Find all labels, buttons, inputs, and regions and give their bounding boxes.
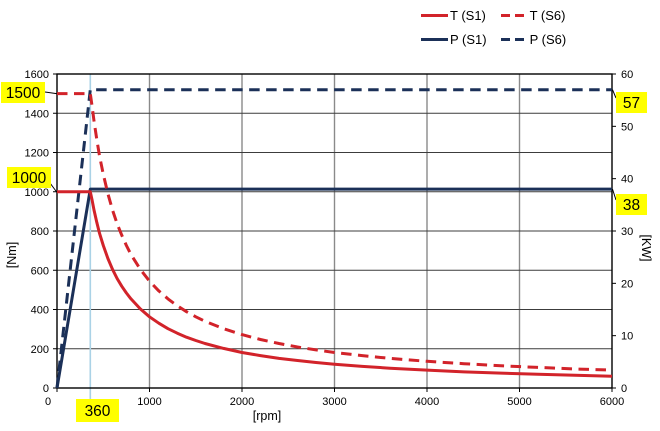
y-left-tick-label: 1600 [25,69,49,81]
legend-line-sample [500,14,528,17]
y-right-tick-label: 60 [621,69,633,81]
annotation-highlight-360 [76,399,119,422]
y-right-tick-label: 40 [621,174,633,186]
series-p-s6 [55,88,612,389]
x-tick-label: 6000 [600,396,624,408]
legend-label: P (S1) [450,32,487,47]
y-left-tick-label: 0 [43,383,49,395]
legend-label: T (S6) [529,8,566,23]
x-tick-label: 0 [45,396,51,408]
x-tick-label: 4000 [415,396,439,408]
legend-label: P (S6) [529,32,567,47]
annotation-label-38: 38 [623,197,640,214]
x-tick-label: 5000 [507,396,531,408]
legend-label: T (S1) [450,8,486,23]
y-left-tick-label: 1000 [25,187,49,199]
annotation-label-57: 57 [623,95,640,112]
annotation-connector-1000 [49,182,57,193]
y-right-tick-label: 30 [621,226,633,238]
x-tick-label: 1000 [137,396,161,408]
y-right-tick-label: 10 [621,331,633,343]
legend-item-p-s6: P (S6) [500,32,567,47]
annotation-highlight-1500 [1,82,45,103]
annotation-highlight-57 [616,92,647,113]
y-left-tick-label: 1400 [25,108,49,120]
annotation-label-1000: 1000 [12,170,47,187]
annotation-highlight-1000 [7,167,51,188]
x-tick-label: 2000 [230,396,254,408]
annotation-connector-1500 [44,91,57,95]
annotation-label-1500: 1500 [6,85,41,102]
y-right-tick-label: 20 [621,278,633,290]
y-left-tick-label: 1200 [25,148,49,160]
y-right-tick-label: 0 [621,383,627,395]
y-right-tick-label: 50 [621,121,633,133]
y-left-tick-label: 600 [31,265,49,277]
legend: T (S1) T (S6) P (S1) P (S6) [421,8,566,47]
x-tick-label: 3000 [322,396,346,408]
legend-item-p-s1: P (S1) [421,32,487,47]
legend-line-sample [421,14,448,17]
annotation-connector-57 [612,89,617,99]
annotation-label-360: 360 [85,403,111,420]
y-left-tick-label: 200 [31,344,49,356]
series-t-s1 [57,190,613,378]
y-left-tick-label: 400 [31,305,49,317]
annotation-connector-38 [612,188,617,201]
legend-item-t-s6: T (S6) [500,8,567,23]
y-left-tick-label: 800 [31,226,49,238]
x-axis-title: [rpm] [252,409,282,423]
legend-item-t-s1: T (S1) [421,8,487,23]
annotation-highlight-38 [616,194,647,215]
legend-line-sample [500,38,528,41]
legend-line-sample [421,38,448,41]
series-t-s6 [57,92,613,372]
series-p-s1 [55,187,612,389]
